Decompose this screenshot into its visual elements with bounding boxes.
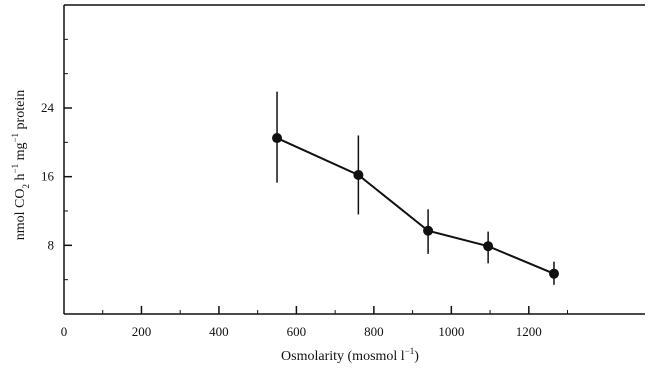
data-point bbox=[353, 169, 364, 180]
x-tick-label: 0 bbox=[61, 324, 68, 339]
series-line bbox=[276, 137, 555, 275]
data-point bbox=[548, 268, 559, 279]
y-tick-label: 16 bbox=[41, 169, 55, 184]
x-ticks: 0 200 400 600 800 1000 1200 bbox=[61, 306, 569, 339]
y-tick-label: 24 bbox=[41, 100, 55, 115]
x-axis-title: Osmolarity (mosmol l−1) bbox=[281, 346, 419, 364]
plot-frame bbox=[63, 4, 645, 315]
x-tick-label: 1000 bbox=[438, 324, 464, 339]
data-point bbox=[483, 241, 494, 252]
data-point bbox=[272, 133, 283, 144]
y-ticks: 8 16 24 bbox=[41, 38, 72, 281]
y-axis-title: nmol CO2 h−1 mg−1 protein bbox=[10, 90, 31, 240]
y-tick-label: 8 bbox=[48, 237, 55, 252]
series-layer bbox=[272, 91, 559, 285]
x-tick-label: 1200 bbox=[516, 324, 542, 339]
x-tick-label: 600 bbox=[287, 324, 307, 339]
x-tick-label: 800 bbox=[364, 324, 384, 339]
data-point bbox=[423, 225, 434, 236]
x-tick-label: 200 bbox=[132, 324, 152, 339]
x-tick-label: 400 bbox=[209, 324, 229, 339]
